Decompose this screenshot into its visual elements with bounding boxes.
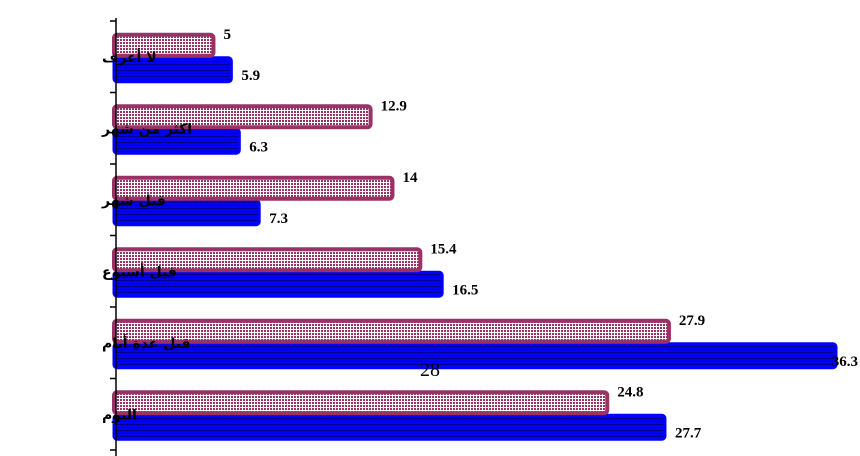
value-label: 24.8 [617,384,643,400]
value-label: 36.3 [832,354,858,370]
value-label: 27.7 [675,425,702,441]
bar-series-1 [112,32,216,58]
bar-series-1 [112,247,423,273]
category-label: اكثر من شهر [101,121,192,137]
bars-layer [112,32,838,441]
category-label: اليوم [102,407,137,423]
category-label: قبل عدة أيام [102,334,191,352]
value-labels: 24.8 27.7 27.9 36.3 15.4 16.5 14 7.3 12.9 6.3 5 5.9 [223,27,858,442]
category-label: لا أعرف [102,48,157,66]
value-label: 27.9 [679,313,705,329]
category-labels: اليوم قبل عدة أيام قبل أسبوع قبل شهر اكثر من… [101,48,192,424]
category-label: قبل شهر [101,193,166,209]
bar-series-2 [112,342,838,370]
value-label: 16.5 [452,282,478,298]
bar-series-1 [112,390,610,416]
value-label: 7.3 [269,211,288,227]
value-label: 5 [223,27,231,43]
bar-series-1 [112,104,373,130]
annotation-text: 28 [420,359,440,381]
value-label: 5.9 [241,68,260,84]
bar-series-2 [112,413,667,441]
category-label: قبل أسبوع [102,262,177,280]
value-label: 6.3 [249,139,268,155]
axis-ticks [110,20,116,451]
bar-series-1 [112,318,671,344]
value-label: 15.4 [430,241,457,257]
value-label: 12.9 [381,98,407,114]
value-label: 14 [402,170,418,186]
bar-series-1 [112,175,395,201]
